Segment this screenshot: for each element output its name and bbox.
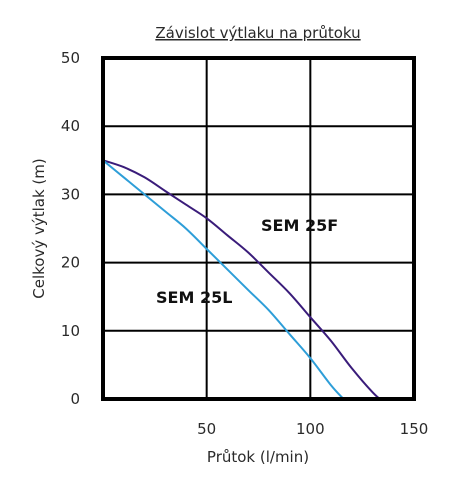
y-tick-label: 0 — [70, 390, 80, 408]
series-curves — [102, 159, 388, 401]
y-tick-label: 20 — [61, 254, 80, 272]
x-tick-labels: 50 100 150 — [197, 420, 428, 438]
y-tick-labels: 0 10 20 30 40 50 — [61, 49, 80, 408]
series-label-sem-25f: SEM 25F — [261, 216, 338, 235]
plot-frame — [101, 56, 416, 401]
series-line-1 — [102, 159, 345, 400]
grid-lines — [103, 58, 414, 399]
series-line-0 — [102, 159, 388, 401]
y-axis-label: Celkový výtlak (m) — [30, 158, 48, 299]
x-tick-label: 50 — [197, 420, 216, 438]
y-tick-label: 50 — [61, 49, 80, 67]
y-tick-label: 40 — [61, 117, 80, 135]
chart-title: Závislot výtlaku na průtoku — [155, 24, 360, 42]
x-tick-label: 100 — [296, 420, 325, 438]
series-label-sem-25l: SEM 25L — [156, 288, 232, 307]
y-tick-label: 30 — [61, 185, 80, 203]
x-axis-label: Průtok (l/min) — [207, 448, 309, 466]
y-tick-label: 10 — [61, 322, 80, 340]
x-tick-label: 150 — [400, 420, 429, 438]
